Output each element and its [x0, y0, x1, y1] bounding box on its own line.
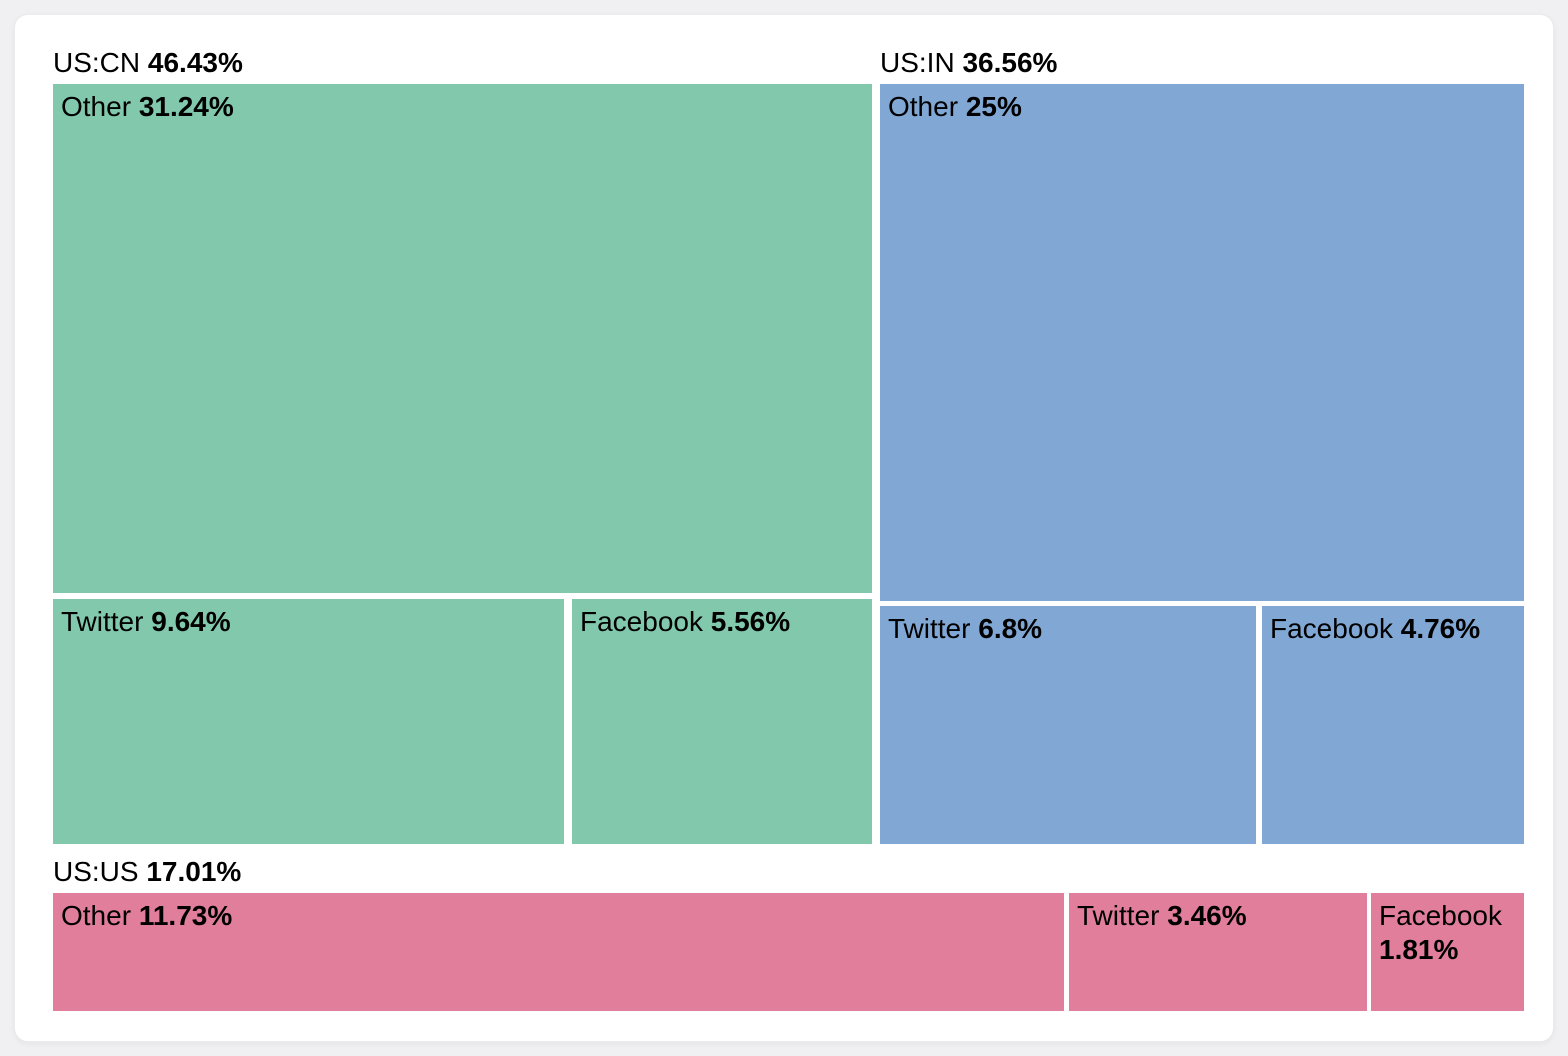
- group-label-us-us: US:US 17.01%: [53, 849, 872, 893]
- group-name: US:CN 46.43%: [53, 47, 243, 78]
- cell-share: 3.46%: [1167, 900, 1247, 931]
- treemap-cell-us-cn-twitter[interactable]: Twitter 9.64%: [53, 599, 564, 844]
- chart-card: US:CN 46.43% Other 31.24% Twitter 9.64% Fac…: [14, 14, 1554, 1042]
- treemap-cell-us-in-other[interactable]: Other 25%: [880, 84, 1524, 601]
- treemap-cell-us-us-twitter[interactable]: Twitter 3.46%: [1069, 893, 1367, 1011]
- cell-share: 4.76%: [1400, 613, 1481, 644]
- treemap-cell-us-in-facebook[interactable]: Facebook 4.76%: [1262, 606, 1524, 844]
- cell-name: Other: [61, 91, 132, 122]
- cell-name: Twitter: [888, 613, 971, 644]
- group-name: US:US 17.01%: [53, 856, 242, 887]
- treemap: US:CN 46.43% Other 31.24% Twitter 9.64% Fac…: [53, 43, 1524, 1012]
- cell-name: Facebook: [1379, 900, 1502, 931]
- group-label-us-cn: US:CN 46.43%: [53, 43, 872, 84]
- cell-share: 11.73%: [138, 900, 233, 931]
- cell-name: Other: [61, 900, 132, 931]
- group-share: 17.01%: [146, 856, 242, 887]
- group-share: 36.56%: [962, 47, 1058, 78]
- treemap-cell-us-cn-other[interactable]: Other 31.24%: [53, 84, 872, 593]
- treemap-cell-us-cn-facebook[interactable]: Facebook 5.56%: [572, 599, 872, 844]
- cell-share: 1.81%: [1379, 934, 1459, 966]
- cell-share: 5.56%: [710, 606, 791, 637]
- cell-share: 31.24%: [138, 91, 234, 122]
- group-name: US:IN 36.56%: [880, 47, 1058, 78]
- treemap-cell-us-in-twitter[interactable]: Twitter 6.8%: [880, 606, 1256, 844]
- cell-name: Twitter: [61, 606, 144, 637]
- cell-share: 9.64%: [151, 606, 231, 637]
- cell-name: Facebook: [1270, 613, 1393, 644]
- group-label-us-in: US:IN 36.56%: [880, 43, 1524, 84]
- cell-name: Twitter: [1077, 900, 1160, 931]
- cell-name: Facebook: [580, 606, 703, 637]
- cell-share: 25%: [965, 91, 1022, 122]
- treemap-cell-us-us-other[interactable]: Other 11.73%: [53, 893, 1064, 1011]
- treemap-cell-us-us-facebook[interactable]: Facebook1.81%: [1371, 893, 1524, 1011]
- cell-share: 6.8%: [978, 613, 1043, 644]
- group-share: 46.43%: [147, 47, 243, 78]
- cell-name: Other: [888, 91, 959, 122]
